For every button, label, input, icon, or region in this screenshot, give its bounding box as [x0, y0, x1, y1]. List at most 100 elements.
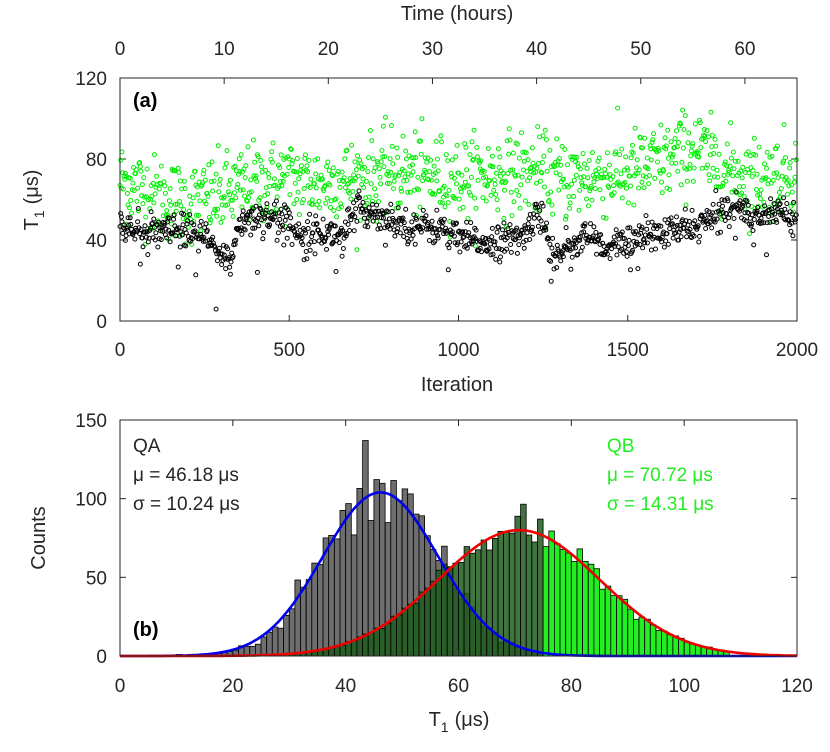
scatter-point — [753, 152, 759, 158]
scatter-point — [354, 247, 360, 253]
scatter-point — [642, 240, 648, 246]
scatter-point — [783, 210, 789, 216]
scatter-point — [338, 204, 344, 210]
scatter-point — [769, 212, 775, 218]
scatter-point — [404, 177, 410, 183]
qa-bar — [317, 564, 324, 657]
scatter-point — [745, 202, 751, 208]
qb-bar — [395, 614, 403, 657]
scatter-point — [516, 242, 522, 248]
scatter-point — [735, 158, 741, 164]
scatter-point — [405, 241, 411, 247]
scatter-point — [152, 191, 158, 197]
scatter-point — [389, 143, 395, 149]
qb-bar — [367, 632, 375, 657]
scatter-point — [648, 157, 654, 163]
scatter-point — [301, 186, 307, 191]
qb-bar — [503, 532, 510, 657]
scatter-point — [177, 178, 183, 184]
a-ytick-label: 0 — [96, 312, 107, 333]
scatter-point — [384, 180, 390, 186]
scatter-point — [490, 251, 496, 257]
scatter-point — [613, 149, 619, 155]
scatter-point — [378, 159, 384, 165]
scatter-point — [445, 200, 451, 206]
scatter-point — [344, 231, 350, 236]
scatter-point — [483, 174, 489, 180]
scatter-point — [167, 186, 173, 192]
scatter-point — [574, 154, 580, 160]
scatter-point — [211, 178, 217, 184]
scatter-point — [267, 222, 273, 228]
scatter-point — [464, 167, 470, 173]
scatter-point — [764, 165, 769, 171]
scatter-point — [246, 195, 252, 201]
scatter-point — [158, 181, 164, 187]
qb-bar — [520, 503, 527, 657]
scatter-point — [676, 237, 681, 243]
scatter-point — [344, 147, 350, 153]
scatter-point — [529, 224, 535, 230]
scatter-point — [730, 173, 736, 179]
scatter-point — [663, 238, 669, 244]
scatter-point — [571, 235, 577, 241]
qb-bar — [412, 602, 420, 657]
scatter-point — [429, 218, 435, 224]
scatter-point — [480, 195, 486, 201]
scatter-point — [718, 229, 723, 235]
scatter-point — [324, 164, 329, 169]
scatter-point — [491, 177, 497, 183]
scatter-point — [533, 204, 539, 210]
scatter-point — [197, 198, 203, 204]
scatter-point — [793, 212, 799, 218]
scatter-point — [573, 245, 579, 251]
scatter-point — [508, 189, 514, 195]
scatter-point — [730, 149, 736, 155]
scatter-point — [613, 168, 619, 174]
scatter-point — [362, 223, 368, 229]
scatter-point — [305, 169, 310, 175]
scatter-point — [726, 169, 732, 175]
scatter-point — [154, 173, 160, 179]
scatter-point — [407, 228, 413, 234]
scatter-point — [370, 198, 375, 204]
scatter-point — [562, 147, 568, 152]
scatter-point — [604, 150, 610, 156]
scatter-point — [623, 249, 629, 255]
scatter-point — [162, 190, 168, 196]
y-axis-label-counts: Counts — [28, 506, 50, 569]
scatter-point — [423, 213, 429, 219]
scatter-point — [301, 257, 307, 263]
scatter-point — [382, 225, 388, 231]
scatter-point — [412, 129, 418, 135]
scatter-point — [756, 144, 762, 150]
scatter-point — [600, 196, 606, 202]
scatter-point — [560, 176, 566, 182]
scatter-point — [530, 231, 536, 237]
scatter-point — [361, 164, 367, 170]
scatter-point — [697, 120, 703, 126]
scatter-point — [501, 220, 507, 226]
scatter-point — [581, 161, 587, 167]
qb-bar — [384, 622, 392, 657]
scatter-point — [388, 201, 394, 207]
scatter-point — [724, 163, 730, 169]
scatter-point — [535, 223, 541, 229]
scatter-point — [482, 241, 488, 247]
scatter-point — [378, 181, 384, 187]
scatter-point — [151, 200, 157, 206]
scatter-point — [253, 203, 259, 209]
scatter-point — [261, 230, 266, 236]
scatter-point — [550, 235, 556, 241]
scatter-point — [793, 157, 799, 163]
scatter-point — [506, 151, 512, 157]
scatter-point — [183, 230, 189, 236]
scatter-point — [206, 237, 212, 243]
scatter-point — [664, 185, 670, 191]
scatter-point — [786, 183, 792, 189]
scatter-point — [674, 214, 679, 220]
scatter-point — [263, 167, 269, 173]
scatter-point — [707, 215, 713, 220]
scatter-point — [228, 259, 234, 265]
scatter-point — [645, 220, 651, 226]
